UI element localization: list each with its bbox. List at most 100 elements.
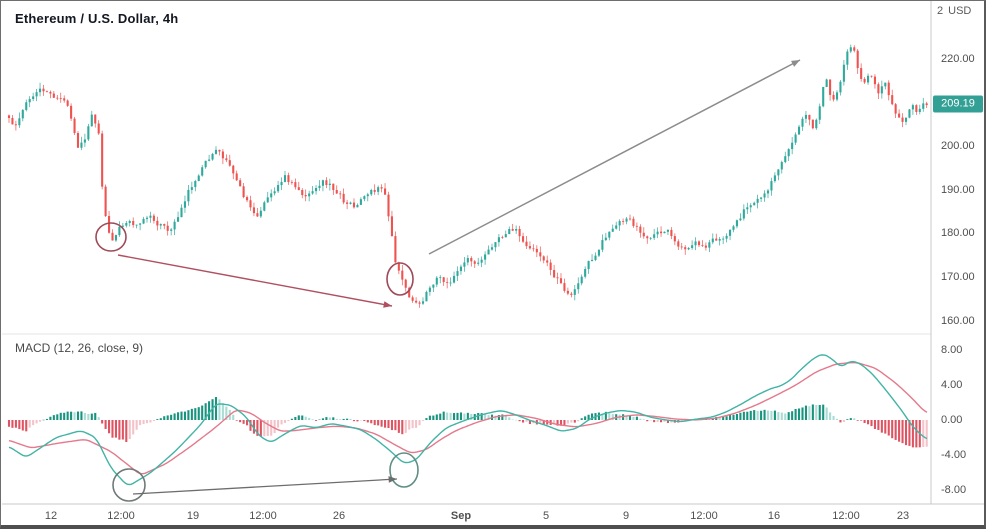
price-axis-top: 2 USD (937, 5, 976, 17)
macd-line (8, 354, 928, 486)
candle-body (156, 220, 159, 226)
macd-histogram-bar (760, 410, 763, 420)
candle-body (14, 124, 17, 126)
candle-body (197, 175, 200, 182)
candle-body (501, 237, 504, 239)
candle-body (411, 297, 414, 301)
macd-histogram-bar (73, 412, 76, 420)
candle-body (442, 277, 445, 283)
macd-higher-lows-arrow-head (388, 476, 397, 483)
candle-body (111, 232, 114, 241)
currency-unit-label: USD (948, 5, 972, 17)
macd-signal-line (8, 361, 928, 475)
candle-body (325, 180, 328, 185)
candle-body (697, 241, 701, 246)
macd-histogram-bar (270, 420, 273, 436)
candle-body (573, 289, 576, 295)
macd-histogram-bar (839, 420, 842, 423)
macd-histogram-bar (587, 414, 590, 420)
macd-histogram-bar (246, 420, 249, 426)
candle-body (846, 51, 849, 65)
candle-body (342, 193, 345, 203)
candle-body (173, 221, 176, 230)
candle-body (56, 97, 59, 99)
candle-body (611, 228, 614, 232)
macd-low-2-circle (389, 452, 419, 488)
macd-histogram-bar (663, 420, 666, 422)
candle-body (673, 236, 676, 242)
macd-histogram-bar (163, 416, 166, 420)
candle-body (742, 209, 745, 219)
candle-body (839, 81, 842, 93)
macd-histogram-bar (425, 418, 428, 420)
candle-body (522, 236, 525, 242)
macd-histogram-bar (356, 420, 359, 422)
macd-histogram-bar (18, 420, 21, 430)
candle-body (525, 241, 528, 247)
candle-body (887, 82, 890, 96)
candle-body (63, 98, 66, 101)
candle-body (73, 118, 76, 133)
macd-histogram-bar (901, 420, 904, 444)
macd-histogram-bar (211, 399, 214, 420)
candle-body (432, 284, 435, 288)
candle-body (145, 217, 149, 219)
candle-body (818, 106, 821, 120)
candle-body (508, 228, 511, 235)
candle-body (484, 254, 487, 260)
candle-body (794, 134, 797, 143)
candle-body (918, 108, 921, 112)
candle-body (408, 287, 411, 298)
candle-body (704, 245, 707, 248)
macd-histogram-bar (563, 420, 566, 426)
macd-histogram-bar (180, 411, 183, 420)
macd-histogram-bar (139, 420, 142, 426)
macd-histogram-bar (11, 420, 14, 428)
macd-histogram-bar (818, 404, 821, 420)
time-axis[interactable]: 12 12:00 19 12:00 26 Sep 5 9 12:00 16 12:00 23 (1, 504, 984, 525)
macd-histogram-bar (411, 420, 414, 429)
macd-histogram-bar (328, 417, 331, 420)
candle-body (577, 283, 580, 290)
candle-body (135, 224, 138, 226)
candle-body (715, 238, 718, 241)
macd-histogram-bar (208, 401, 211, 420)
candle-body (618, 221, 621, 226)
macd-histogram-bar (784, 413, 787, 420)
candle-body (39, 88, 42, 93)
macd-histogram-bar (515, 419, 518, 421)
candle-body (404, 279, 407, 288)
macd-histogram-bar (922, 420, 925, 447)
macd-histogram-bar (497, 414, 500, 420)
candle-body (170, 229, 173, 231)
candle-body (349, 202, 352, 204)
candle-body (194, 181, 197, 188)
macd-histogram-bar (83, 413, 86, 420)
macd-histogram-bar (739, 412, 742, 420)
candle-body (163, 224, 166, 226)
candle-body (108, 216, 111, 233)
macd-histogram-bar (459, 412, 462, 420)
candle-body (287, 175, 290, 183)
candle-body (80, 142, 83, 148)
macd-histogram-bar (915, 420, 918, 448)
candle-body (397, 262, 400, 271)
candle-body (428, 287, 431, 292)
candle-body (370, 190, 373, 195)
price-axis[interactable]: 220.00 200.00 190.00 180.00 170.00 160.00 8.00… (935, 1, 984, 504)
candle-body (18, 118, 21, 126)
candle-body (532, 248, 535, 250)
macd-histogram-bar (301, 415, 304, 420)
macd-histogram-bar (625, 415, 628, 420)
candle-body (649, 237, 652, 239)
candle-body (687, 247, 690, 250)
macd-histogram-bar (756, 410, 759, 420)
candle-body (511, 228, 514, 231)
macd-histogram-bar (387, 420, 390, 429)
macd-histogram-bar (428, 415, 431, 420)
candle-body (798, 126, 801, 135)
macd-histogram-bar (346, 418, 349, 420)
candle-body (301, 190, 304, 196)
